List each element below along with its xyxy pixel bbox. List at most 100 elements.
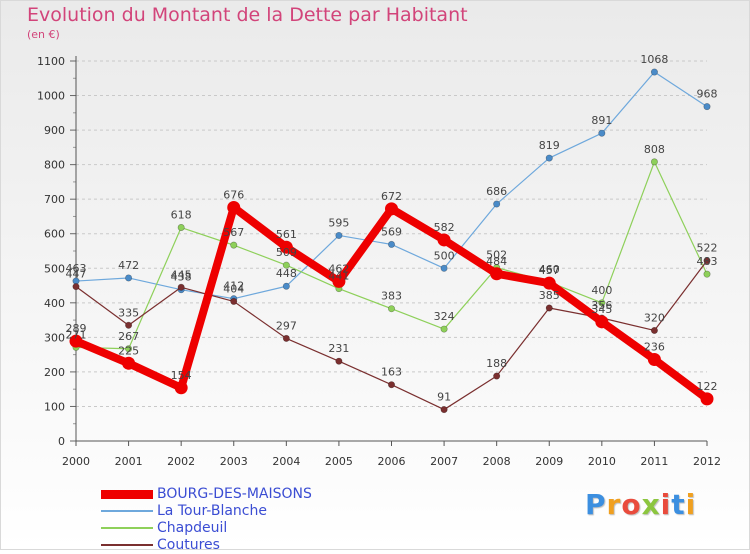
data-label-coutures-2006: 163 — [381, 366, 402, 379]
point-la-tour-blanche-2012 — [703, 103, 711, 111]
point-coutures-2009 — [545, 304, 553, 312]
y-tick-label-1100: 1100 — [37, 55, 65, 68]
data-label-la-tour-blanche-2008: 686 — [486, 185, 507, 198]
point-la-tour-blanche-2011 — [650, 68, 658, 76]
legend-swatch-bourg — [101, 490, 153, 499]
point-chapdeuil-2006 — [387, 305, 395, 313]
point-bourg-des-maisons-2005 — [332, 274, 346, 288]
data-label-bourg-des-maisons-2005: 462 — [328, 262, 349, 275]
data-label-bourg-des-maisons-2012: 122 — [697, 380, 718, 393]
legend-swatch-la-tour-blanche — [101, 510, 153, 512]
data-label-coutures-2005: 231 — [328, 342, 349, 355]
x-tick-label-2000: 2000 — [62, 455, 90, 468]
point-chapdeuil-2010 — [598, 299, 606, 307]
data-label-bourg-des-maisons-2002: 154 — [171, 369, 192, 382]
point-bourg-des-maisons-2008 — [490, 267, 504, 281]
data-label-chapdeuil-2003: 567 — [223, 226, 244, 239]
chart-subtitle: (en €) — [27, 28, 60, 41]
point-la-tour-blanche-2008 — [493, 200, 501, 208]
point-bourg-des-maisons-2012 — [700, 392, 714, 406]
data-label-bourg-des-maisons-2007: 582 — [434, 221, 455, 234]
point-coutures-2006 — [387, 381, 395, 389]
point-coutures-2011 — [650, 326, 658, 334]
point-bourg-des-maisons-2011 — [647, 352, 661, 366]
point-bourg-des-maisons-2002 — [174, 381, 188, 395]
data-label-la-tour-blanche-2006: 569 — [381, 225, 402, 238]
point-la-tour-blanche-2010 — [598, 129, 606, 137]
x-tick-label-2010: 2010 — [588, 455, 616, 468]
x-tick-label-2006: 2006 — [378, 455, 406, 468]
data-label-la-tour-blanche-2007: 500 — [434, 249, 455, 262]
data-label-coutures-2012: 522 — [697, 242, 718, 255]
point-coutures-2007 — [440, 406, 448, 414]
legend-swatch-chapdeuil — [101, 527, 153, 529]
x-tick-label-2003: 2003 — [220, 455, 248, 468]
legend-label-bourg: BOURG-DES-MAISONS — [157, 486, 312, 502]
data-label-chapdeuil-2000: 271 — [66, 328, 87, 341]
data-label-bourg-des-maisons-2006: 672 — [381, 190, 402, 203]
data-label-coutures-2003: 404 — [223, 282, 244, 295]
y-tick-label-900: 900 — [44, 124, 65, 137]
point-chapdeuil-2003 — [230, 241, 238, 249]
data-label-coutures-2000: 447 — [66, 268, 87, 281]
data-label-la-tour-blanche-2001: 472 — [118, 259, 139, 272]
data-label-la-tour-blanche-2010: 891 — [591, 114, 612, 127]
point-la-tour-blanche-2009 — [545, 154, 553, 162]
point-chapdeuil-2002 — [177, 224, 185, 232]
y-tick-label-400: 400 — [44, 297, 65, 310]
data-label-la-tour-blanche-2005: 595 — [328, 216, 349, 229]
y-tick-label-300: 300 — [44, 331, 65, 344]
data-label-bourg-des-maisons-2008: 484 — [486, 255, 507, 268]
point-coutures-2008 — [493, 372, 501, 380]
data-label-coutures-2008: 188 — [486, 357, 507, 370]
data-label-coutures-2010: 356 — [591, 299, 612, 312]
point-bourg-des-maisons-2007 — [437, 233, 451, 247]
data-label-chapdeuil-2012: 483 — [697, 255, 718, 268]
data-label-la-tour-blanche-2002: 438 — [171, 271, 192, 284]
y-tick-label-600: 600 — [44, 228, 65, 241]
x-tick-label-2009: 2009 — [535, 455, 563, 468]
point-bourg-des-maisons-2009 — [542, 276, 556, 290]
data-label-chapdeuil-2006: 383 — [381, 290, 402, 303]
point-chapdeuil-2011 — [650, 158, 658, 166]
y-tick-label-800: 800 — [44, 159, 65, 172]
point-la-tour-blanche-2005 — [335, 231, 343, 239]
point-chapdeuil-2001 — [125, 345, 133, 353]
y-tick-label-0: 0 — [58, 435, 65, 448]
point-la-tour-blanche-2004 — [282, 282, 290, 290]
data-label-coutures-2007: 91 — [437, 391, 451, 404]
data-label-bourg-des-maisons-2000: 289 — [66, 322, 87, 335]
y-tick-label-100: 100 — [44, 400, 65, 413]
x-tick-label-2001: 2001 — [115, 455, 143, 468]
data-label-la-tour-blanche-2011: 1068 — [640, 53, 668, 66]
point-coutures-2000 — [72, 283, 80, 291]
point-la-tour-blanche-2007 — [440, 264, 448, 272]
data-label-chapdeuil-2010: 400 — [591, 284, 612, 297]
point-coutures-2001 — [125, 321, 133, 329]
point-bourg-des-maisons-2003 — [227, 200, 241, 214]
data-label-la-tour-blanche-2000: 463 — [66, 262, 87, 275]
point-coutures-2012 — [703, 257, 711, 265]
legend-label-la-tour-blanche: La Tour-Blanche — [157, 503, 267, 519]
data-label-chapdeuil-2004: 509 — [276, 246, 297, 259]
data-label-coutures-2001: 335 — [118, 306, 139, 319]
data-label-bourg-des-maisons-2009: 457 — [539, 264, 560, 277]
legend-label-coutures: Coutures — [157, 537, 220, 553]
y-tick-label-500: 500 — [44, 262, 65, 275]
legend-label-chapdeuil: Chapdeuil — [157, 520, 228, 536]
data-label-bourg-des-maisons-2003: 676 — [223, 188, 244, 201]
data-label-la-tour-blanche-2004: 448 — [276, 267, 297, 280]
series-line-la-tour-blanche — [75, 71, 708, 300]
x-tick-label-2012: 2012 — [693, 455, 721, 468]
point-coutures-2005 — [335, 357, 343, 365]
y-tick-label-700: 700 — [44, 193, 65, 206]
data-label-coutures-2002: 445 — [171, 268, 192, 281]
point-bourg-des-maisons-2004 — [279, 240, 293, 254]
point-coutures-2004 — [282, 334, 290, 342]
point-coutures-2002 — [177, 283, 185, 291]
x-tick-label-2004: 2004 — [272, 455, 300, 468]
data-label-bourg-des-maisons-2011: 236 — [644, 340, 665, 353]
x-tick-label-2007: 2007 — [430, 455, 458, 468]
